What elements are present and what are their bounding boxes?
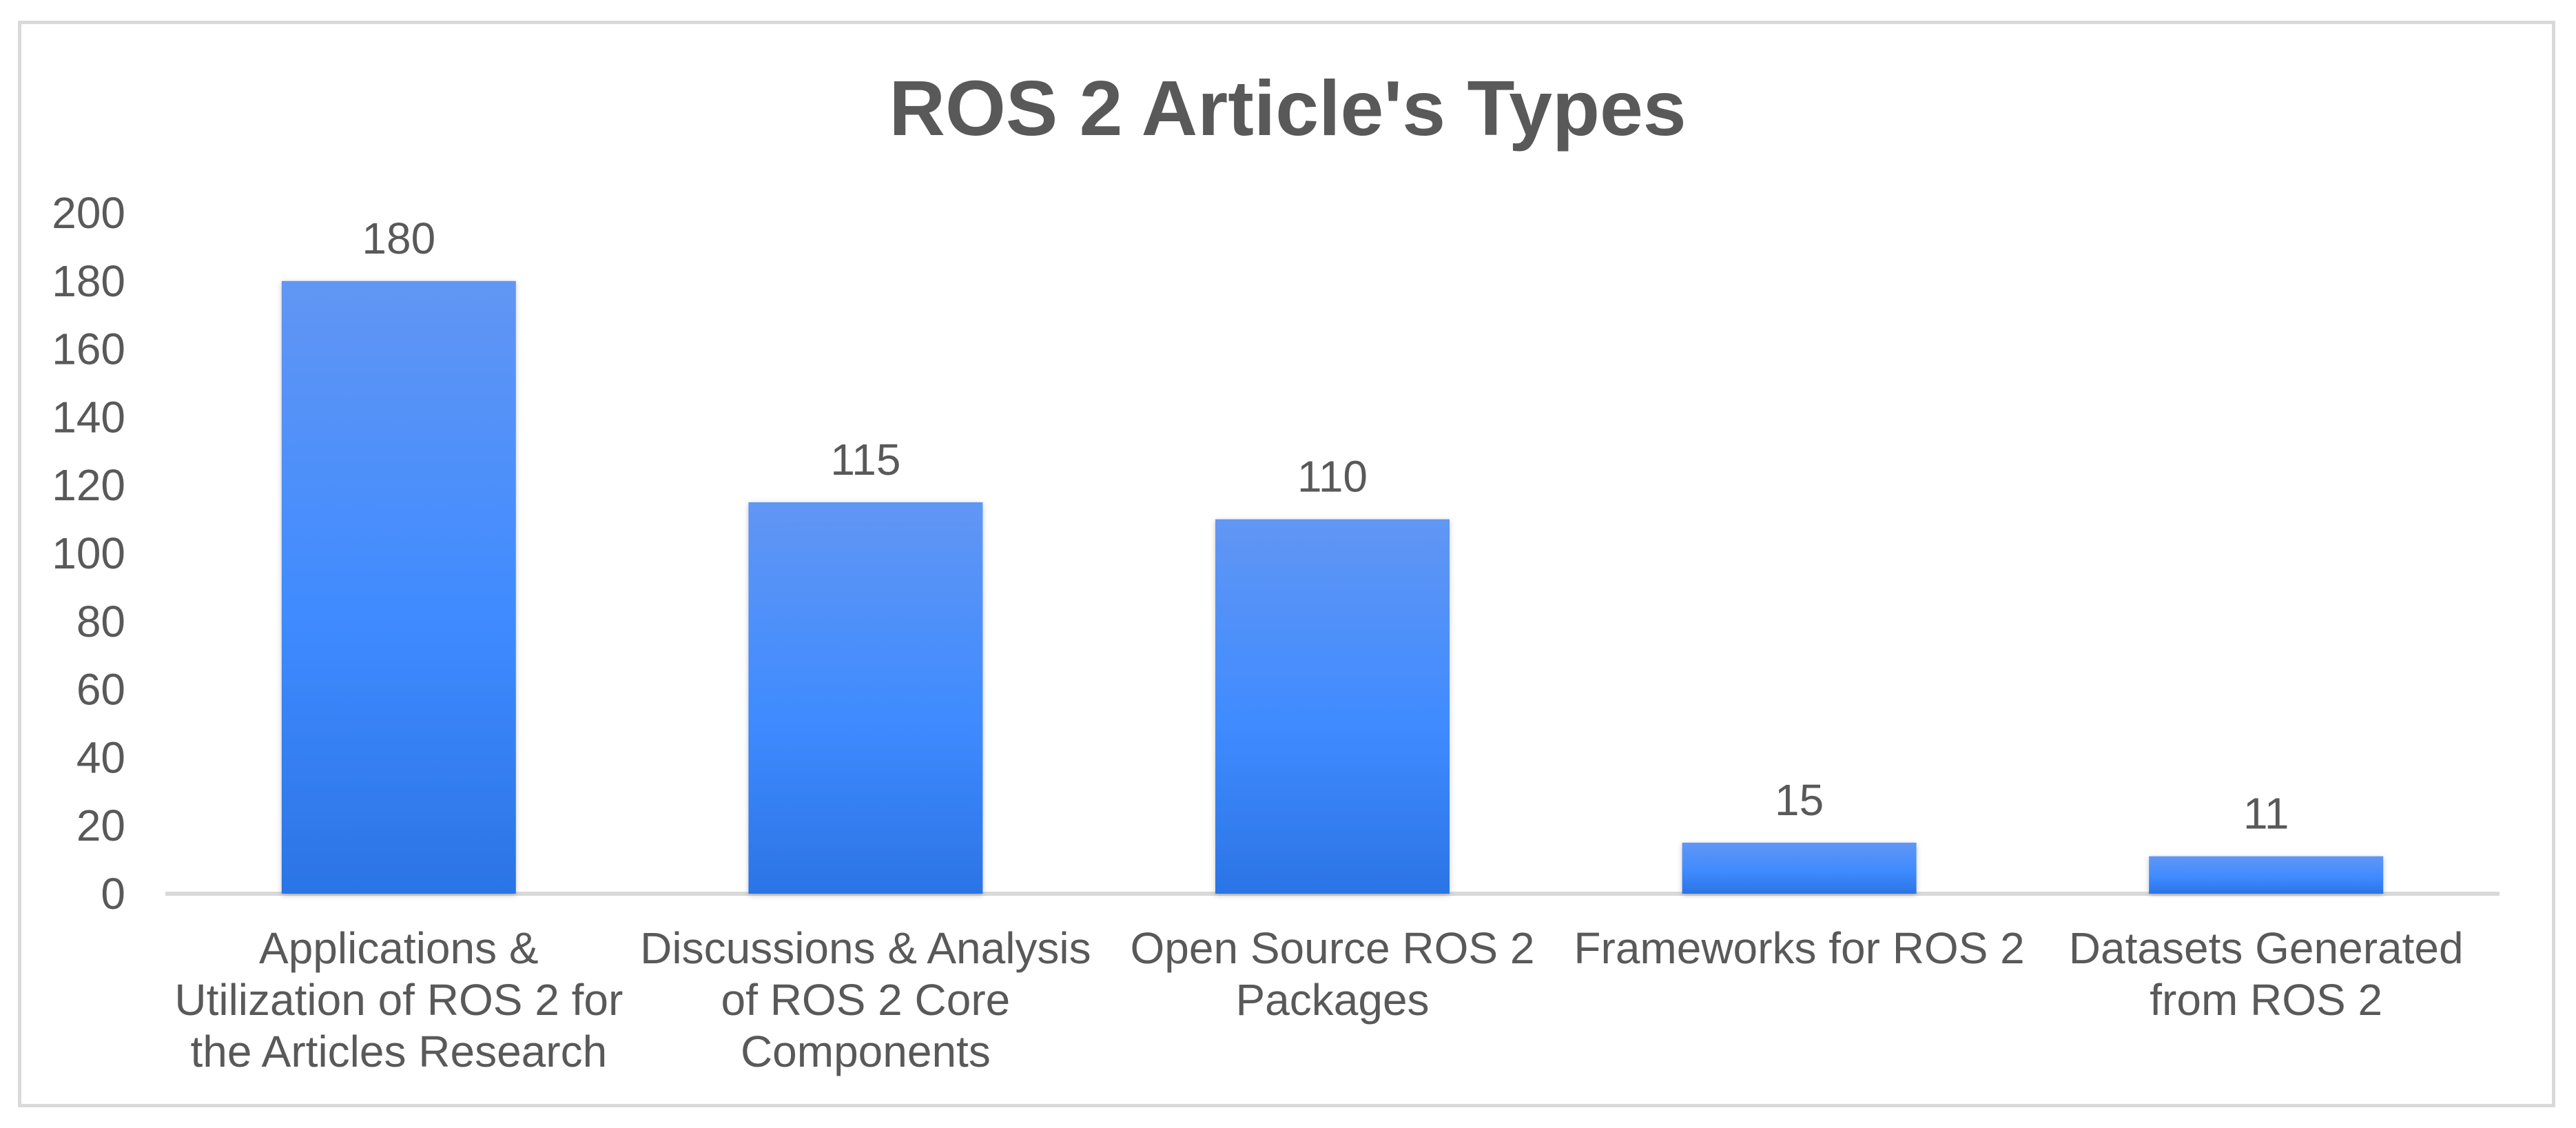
category-label: Utilization of ROS 2 for — [174, 975, 623, 1025]
bar — [281, 280, 516, 894]
category-label: Frameworks for ROS 2 — [1574, 923, 2024, 973]
bar — [1682, 842, 1917, 894]
y-tick-label: 180 — [52, 256, 125, 306]
bar-value-label: 11 — [2243, 789, 2289, 839]
y-tick-label: 60 — [76, 665, 125, 715]
y-tick-label: 120 — [52, 460, 125, 510]
bar — [2149, 856, 2384, 894]
bar — [748, 502, 983, 894]
bar-value-label: 110 — [1297, 452, 1368, 502]
y-tick-label: 80 — [76, 597, 125, 646]
bar-value-label: 115 — [830, 435, 900, 484]
bar — [1215, 519, 1450, 894]
category-label: Packages — [1235, 975, 1429, 1025]
data-labels: 180 115 110 15 11 — [362, 214, 2289, 839]
chart-title: ROS 2 Article's Types — [889, 65, 1686, 152]
y-tick-label: 40 — [76, 732, 125, 782]
category-label: Datasets Generated — [2069, 923, 2464, 973]
bars — [281, 280, 2384, 894]
x-axis-tick-labels: Applications &Utilization of ROS 2 forth… — [174, 923, 2463, 1076]
y-tick-label: 0 — [101, 869, 125, 919]
category-label: of ROS 2 Core — [721, 975, 1011, 1025]
y-tick-label: 100 — [52, 529, 125, 578]
y-tick-label: 20 — [76, 801, 125, 850]
category-label: Applications & — [259, 923, 539, 973]
y-tick-label: 160 — [52, 325, 125, 374]
category-label: from ROS 2 — [2150, 975, 2382, 1025]
y-tick-label: 140 — [52, 392, 125, 442]
category-label: Open Source ROS 2 — [1131, 923, 1535, 973]
category-label: Discussions & Analysis — [640, 923, 1091, 973]
category-label: the Articles Research — [190, 1027, 607, 1076]
bar-value-label: 15 — [1775, 775, 1824, 825]
y-tick-label: 200 — [52, 188, 125, 238]
bar-value-label: 180 — [362, 214, 435, 263]
category-label: Components — [741, 1027, 991, 1076]
y-axis-tick-labels: 0 20 40 60 80 100 120 140 160 180 200 — [52, 188, 125, 919]
